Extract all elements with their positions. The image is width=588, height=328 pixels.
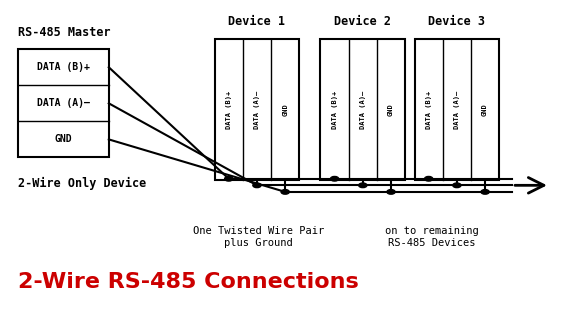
Text: GND: GND [482,104,488,116]
Circle shape [453,183,461,188]
Text: Device 1: Device 1 [229,15,285,28]
Text: GND: GND [55,134,72,144]
Text: DATA (A)–: DATA (A)– [37,98,89,108]
Text: 2-Wire Only Device: 2-Wire Only Device [18,177,146,190]
Circle shape [253,183,261,188]
Circle shape [330,176,339,181]
Circle shape [387,190,395,194]
Circle shape [425,176,433,181]
Text: DATA (B)+: DATA (B)+ [226,91,232,129]
Circle shape [225,176,233,181]
Text: 2-Wire RS-485 Connections: 2-Wire RS-485 Connections [18,272,359,292]
Text: RS-485 Master: RS-485 Master [18,26,111,39]
Text: DATA (A)–: DATA (A)– [254,91,260,129]
Bar [415,39,499,180]
Text: DATA (B)+: DATA (B)+ [332,91,338,129]
Text: DATA (A)–: DATA (A)– [360,91,366,129]
Text: GND: GND [282,104,288,116]
Circle shape [359,183,367,188]
Bar [215,39,299,180]
Text: GND: GND [388,104,394,116]
Text: One Twisted Wire Pair
plus Ground: One Twisted Wire Pair plus Ground [193,226,325,248]
Text: DATA (B)+: DATA (B)+ [37,62,89,72]
Bar [18,49,109,157]
Text: DATA (B)+: DATA (B)+ [426,91,432,129]
Circle shape [281,190,289,194]
Bar [320,39,405,180]
Text: Device 3: Device 3 [429,15,485,28]
Circle shape [481,190,489,194]
Text: DATA (A)–: DATA (A)– [454,91,460,129]
Text: on to remaining
RS-485 Devices: on to remaining RS-485 Devices [385,226,479,248]
Text: Device 2: Device 2 [335,15,391,28]
